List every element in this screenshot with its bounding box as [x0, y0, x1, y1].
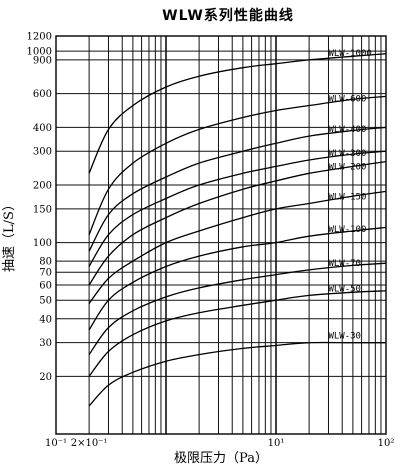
series-line-wlw-150 [88, 190, 387, 304]
y-tick-label: 600 [33, 89, 52, 100]
series-line-wlw-1000 [88, 53, 387, 174]
series-label-wlw-50: WLW-50 [328, 284, 361, 294]
series-label-wlw-150: WLW-150 [328, 193, 366, 203]
y-axis-title: 抽速（L/S） [2, 198, 17, 272]
series-label-wlw-1000: WLW-1000 [328, 49, 371, 59]
series-label-wlw-300: WLW-300 [328, 149, 366, 159]
series-line-wlw-200 [88, 160, 387, 286]
x-tick-label: 2×10⁻¹ [71, 438, 108, 449]
series-line-wlw-50 [88, 290, 387, 377]
series-label-wlw-70: WLW-70 [328, 259, 361, 269]
y-tick-label: 60 [39, 281, 52, 292]
y-tick-label: 80 [39, 257, 52, 268]
series-label-wlw-400: WLW-400 [328, 125, 366, 135]
y-tick-label: 30 [39, 338, 52, 349]
series-line-wlw-600 [88, 95, 387, 235]
y-tick-label: 40 [39, 314, 52, 325]
series-line-wlw-300 [88, 150, 387, 267]
x-tick-label: 10¹ [268, 438, 285, 449]
y-tick-label: 100 [33, 238, 52, 249]
x-tick-layer: 10⁻¹ 2×10⁻¹ 10¹ 10² [45, 438, 394, 449]
series-label-wlw-30: WLW-30 [328, 332, 361, 342]
series-line-wlw-30 [88, 341, 386, 407]
y-tick-label: 50 [39, 296, 52, 307]
y-tick-label: 20 [39, 372, 52, 383]
y-tick-label: 200 [33, 180, 52, 191]
y-tick-label: 400 [33, 123, 52, 134]
curve-layer [88, 53, 387, 407]
series-line-wlw-70 [88, 262, 387, 355]
plot-frame [55, 35, 387, 435]
x-tick-label: 10² [378, 438, 395, 449]
series-label-wlw-600: WLW-600 [328, 95, 366, 105]
x-axis-title: 极限压力（Pa） [174, 451, 268, 466]
grid-layer [56, 35, 386, 435]
y-tick-label: 70 [39, 268, 52, 279]
chart-title: WLW系列性能曲线 [162, 7, 294, 24]
y-tick-label: 150 [33, 204, 52, 215]
series-label-wlw-100: WLW-100 [328, 225, 366, 235]
y-tick-label: 1000 [27, 47, 52, 58]
series-line-wlw-400 [88, 126, 387, 252]
y-tick-label: 1200 [27, 32, 52, 43]
series-label-wlw-200: WLW-200 [328, 162, 366, 172]
series-line-wlw-100 [88, 226, 387, 331]
x-tick-label: 10⁻¹ [45, 438, 67, 449]
series-label-layer: WLW-1000 WLW-600 WLW-400 WLW-300 WLW-200 WLW-… [328, 49, 371, 342]
y-tick-label: 300 [33, 147, 52, 158]
y-tick-label: 900 [33, 55, 52, 66]
